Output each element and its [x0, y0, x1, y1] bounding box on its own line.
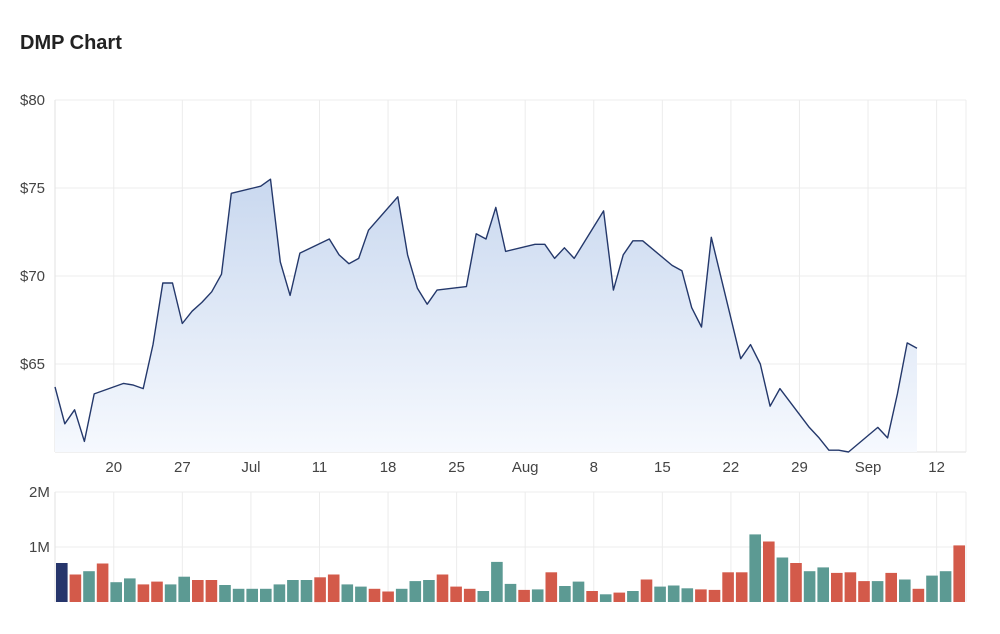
volume-bar — [776, 557, 789, 602]
y-tick-label: $70 — [20, 268, 45, 285]
price-area — [54, 178, 918, 453]
volume-bar — [436, 574, 449, 602]
volume-bar — [368, 588, 381, 602]
volume-bar — [96, 563, 109, 602]
volume-bar — [450, 586, 462, 602]
volume-bar — [531, 589, 544, 602]
volume-bar — [110, 582, 122, 602]
volume-bar — [260, 588, 272, 602]
volume-bar — [803, 571, 816, 602]
volume-bar — [463, 588, 476, 602]
volume-bar — [735, 572, 748, 602]
x-tick-label: 12 — [928, 459, 945, 476]
x-tick-label: 22 — [723, 459, 740, 476]
volume-bar — [885, 572, 897, 602]
volume-bar — [327, 574, 340, 602]
volume-bar — [491, 561, 503, 602]
x-tick-label: Jul — [241, 459, 260, 476]
volume-bar — [545, 572, 558, 602]
volume-bar — [178, 576, 190, 602]
volume-bar — [613, 592, 626, 602]
chart-title: DMP Chart — [20, 32, 122, 54]
volume-bar — [477, 591, 490, 602]
x-tick-label: 15 — [654, 459, 671, 476]
volume-bar — [151, 581, 163, 602]
x-tick-label: 8 — [590, 459, 598, 476]
volume-bar — [246, 588, 258, 602]
volume-bar — [831, 572, 843, 602]
volume-bar — [858, 581, 870, 602]
volume-bar — [83, 571, 95, 602]
x-tick-label: Aug — [512, 459, 539, 476]
x-tick-label: 27 — [174, 459, 191, 476]
volume-bar — [382, 591, 394, 602]
volume-bar — [504, 583, 517, 602]
volume-bar — [681, 588, 694, 603]
volume-bar — [124, 578, 136, 602]
volume-bar — [939, 571, 952, 602]
x-tick-label: 29 — [791, 459, 808, 476]
volume-bar — [409, 581, 422, 602]
volume-bar — [667, 585, 680, 602]
volume-bar — [273, 584, 286, 602]
volume-bar — [708, 589, 721, 602]
volume-bar — [300, 580, 313, 602]
volume-bar — [912, 588, 925, 602]
price-area-fill — [55, 179, 917, 452]
x-tick-label: 11 — [312, 459, 328, 476]
volume-grid — [54, 491, 967, 602]
volume-bar — [355, 586, 367, 602]
y-tick-label: $65 — [20, 356, 45, 373]
volume-bar — [572, 581, 585, 602]
x-tick-label: 25 — [448, 459, 465, 476]
volume-bar — [219, 585, 231, 602]
volume-bar — [287, 580, 299, 602]
volume-bar — [763, 541, 775, 602]
volume-bar — [871, 581, 884, 602]
volume-bar — [790, 563, 802, 602]
price-line — [54, 178, 918, 453]
volume-bar — [164, 584, 177, 602]
volume-bars — [56, 534, 965, 603]
axes: 20 27 Jul 11 18 25 Aug 8 15 22 29 Sep 12 $65 $70 $75 $80… — [20, 92, 945, 556]
volume-bar — [586, 591, 598, 602]
y-tick-label: $75 — [20, 180, 45, 197]
x-tick-label: 18 — [380, 459, 397, 476]
volume-bar — [56, 563, 68, 602]
volume-bar — [722, 572, 734, 602]
volume-bar — [899, 579, 911, 602]
volume-bar — [137, 584, 150, 602]
volume-bar — [69, 574, 82, 602]
volume-bar — [423, 580, 435, 602]
volume-bar — [640, 579, 653, 602]
volume-bar — [205, 580, 218, 602]
volume-bar — [232, 588, 245, 602]
volume-bar — [192, 580, 204, 602]
volume-bar — [314, 577, 326, 603]
volume-bar — [817, 567, 829, 602]
volume-bar — [518, 589, 530, 602]
volume-bar — [559, 586, 571, 602]
volume-bar — [599, 594, 612, 602]
x-tick-label: Sep — [855, 459, 882, 476]
x-tick-label: 20 — [105, 459, 122, 476]
volume-bar — [627, 591, 639, 602]
volume-bar — [695, 589, 707, 602]
volume-bar — [654, 586, 666, 602]
volume-bar — [953, 545, 965, 602]
volume-bar — [844, 572, 857, 602]
volume-bar — [926, 575, 938, 602]
volume-bar — [395, 588, 408, 602]
y-tick-label: $80 — [20, 92, 45, 109]
volume-y-tick-label: 2M — [29, 484, 50, 501]
volume-bar — [341, 584, 354, 602]
volume-bar — [749, 534, 761, 602]
volume-y-tick-label: 1M — [29, 539, 50, 556]
